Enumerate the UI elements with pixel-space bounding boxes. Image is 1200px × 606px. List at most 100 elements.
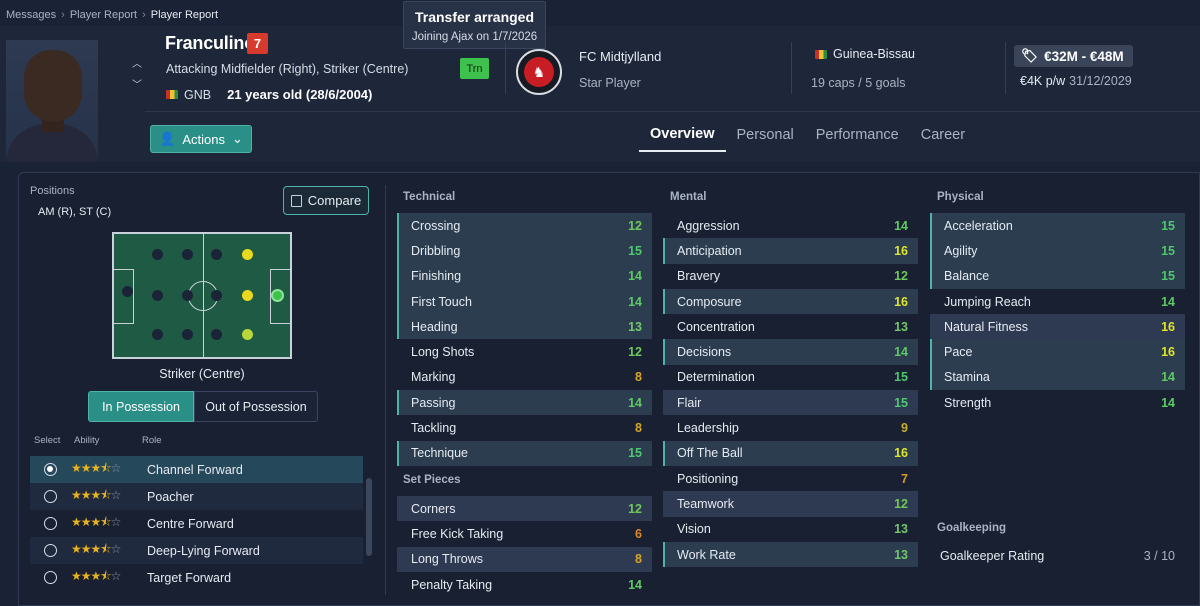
attribute-row[interactable]: Work Rate 13 bbox=[663, 541, 918, 568]
club-crest-icon[interactable]: ♞ bbox=[516, 49, 562, 95]
divider bbox=[791, 42, 792, 94]
attribute-name: Jumping Reach bbox=[944, 294, 1031, 309]
radio-icon[interactable] bbox=[44, 490, 57, 503]
position-dot[interactable] bbox=[211, 249, 222, 260]
attribute-row[interactable]: Teamwork 12 bbox=[663, 491, 918, 517]
chevron-down-icon[interactable]: ﹀ bbox=[132, 80, 142, 91]
role-row[interactable]: ★★★⯪☆ Centre Forward bbox=[30, 510, 363, 537]
tab-career[interactable]: Career bbox=[920, 127, 966, 143]
attribute-name: Determination bbox=[677, 370, 755, 385]
goalkeeper-rating-row: Goalkeeper Rating 3 / 10 bbox=[930, 543, 1185, 569]
position-dot[interactable] bbox=[182, 329, 193, 340]
attribute-row[interactable]: Aggression 14 bbox=[663, 213, 918, 238]
ability-stars: ★★★⯪☆ bbox=[71, 488, 121, 502]
role-row[interactable]: ★★★⯪☆ Deep-Lying Forward bbox=[30, 537, 363, 564]
attribute-name: Passing bbox=[411, 395, 456, 410]
attribute-row[interactable]: Bravery 12 bbox=[663, 264, 918, 289]
attribute-row[interactable]: Crossing 12 bbox=[397, 213, 652, 239]
position-dot[interactable] bbox=[182, 290, 193, 301]
attribute-name: Crossing bbox=[411, 218, 461, 233]
role-row[interactable]: ★★★⯪☆ Channel Forward bbox=[30, 456, 363, 483]
attribute-row[interactable]: Technique 15 bbox=[397, 440, 652, 467]
breadcrumb-current: Player Report bbox=[150, 9, 219, 21]
attribute-value: 16 bbox=[894, 294, 908, 309]
breadcrumb-player-report[interactable]: Player Report bbox=[69, 9, 138, 21]
club-name[interactable]: FC Midtjylland bbox=[579, 49, 662, 64]
tab-overview[interactable]: Overview bbox=[639, 118, 726, 152]
attribute-row[interactable]: Agility 15 bbox=[930, 238, 1185, 264]
position-dot[interactable] bbox=[211, 329, 222, 340]
attribute-row[interactable]: Pace 16 bbox=[930, 339, 1185, 366]
attribute-value: 13 bbox=[894, 522, 908, 537]
chevron-up-icon[interactable]: ︿ bbox=[132, 59, 142, 70]
attribute-row[interactable]: Corners 12 bbox=[397, 496, 652, 522]
ability-stars: ★★★⯪☆ bbox=[71, 542, 121, 556]
attribute-row[interactable]: First Touch 14 bbox=[397, 288, 652, 315]
attribute-row[interactable]: Marking 8 bbox=[397, 365, 652, 390]
attribute-value: 15 bbox=[628, 446, 642, 461]
out-of-possession-toggle[interactable]: Out of Possession bbox=[194, 391, 318, 422]
radio-icon[interactable] bbox=[44, 544, 57, 557]
attribute-name: Concentration bbox=[677, 319, 755, 334]
set-pieces-heading: Set Pieces bbox=[403, 474, 461, 486]
attribute-value: 15 bbox=[628, 243, 642, 258]
attribute-row[interactable]: Natural Fitness 16 bbox=[930, 314, 1185, 340]
attribute-row[interactable]: Flair 15 bbox=[663, 390, 918, 416]
position-dot[interactable] bbox=[152, 249, 163, 260]
position-dot[interactable] bbox=[122, 286, 133, 297]
radio-icon[interactable] bbox=[44, 517, 57, 530]
attribute-row[interactable]: Jumping Reach 14 bbox=[930, 289, 1185, 314]
attribute-value: 15 bbox=[894, 395, 908, 410]
role-list-scrollbar[interactable] bbox=[366, 478, 372, 556]
position-dot[interactable] bbox=[152, 329, 163, 340]
position-dot-st-c[interactable] bbox=[271, 289, 284, 302]
attribute-row[interactable]: Determination 15 bbox=[663, 365, 918, 390]
position-dot-am-r[interactable] bbox=[242, 249, 253, 260]
international-nation[interactable]: Guinea-Bissau bbox=[815, 47, 915, 61]
attribute-name: Work Rate bbox=[677, 547, 736, 562]
attribute-row[interactable]: Positioning 7 bbox=[663, 466, 918, 491]
attribute-row[interactable]: Penalty Taking 14 bbox=[397, 572, 652, 597]
role-name: Deep-Lying Forward bbox=[147, 543, 260, 558]
attribute-row[interactable]: Vision 13 bbox=[663, 517, 918, 542]
attribute-row[interactable]: Stamina 14 bbox=[930, 364, 1185, 391]
actions-button[interactable]: 👤 Actions ⌄ bbox=[150, 125, 252, 153]
attribute-row[interactable]: Long Throws 8 bbox=[397, 546, 652, 572]
in-possession-toggle[interactable]: In Possession bbox=[88, 391, 194, 422]
attribute-row[interactable]: Anticipation 16 bbox=[663, 238, 918, 264]
role-row[interactable]: ★★★⯪☆ Poacher bbox=[30, 483, 363, 510]
attribute-row[interactable]: Passing 14 bbox=[397, 390, 652, 416]
attribute-value: 15 bbox=[1161, 243, 1175, 258]
attribute-row[interactable]: Acceleration 15 bbox=[930, 213, 1185, 239]
attribute-row[interactable]: Decisions 14 bbox=[663, 339, 918, 366]
radio-selected-icon[interactable] bbox=[44, 463, 57, 476]
attribute-row[interactable]: Leadership 9 bbox=[663, 415, 918, 440]
attribute-row[interactable]: Long Shots 12 bbox=[397, 339, 652, 364]
attribute-row[interactable]: Dribbling 15 bbox=[397, 238, 652, 264]
tab-performance[interactable]: Performance bbox=[815, 127, 899, 143]
goalkeeper-rating-label: Goalkeeper Rating bbox=[940, 549, 1045, 563]
breadcrumb-messages[interactable]: Messages bbox=[6, 9, 57, 21]
position-dot[interactable] bbox=[242, 290, 253, 301]
attribute-row[interactable]: Composure 16 bbox=[663, 288, 918, 315]
attribute-name: Marking bbox=[411, 370, 456, 385]
attribute-row[interactable]: Strength 14 bbox=[930, 390, 1185, 415]
physical-heading: Physical bbox=[937, 191, 984, 203]
position-dot[interactable] bbox=[242, 329, 253, 340]
transfer-status-badge[interactable]: Trn bbox=[460, 58, 489, 79]
position-dot[interactable] bbox=[182, 249, 193, 260]
tab-personal[interactable]: Personal bbox=[736, 127, 794, 143]
position-dot[interactable] bbox=[152, 290, 163, 301]
attribute-row[interactable]: Concentration 13 bbox=[663, 314, 918, 339]
attribute-row[interactable]: Heading 13 bbox=[397, 314, 652, 340]
attribute-row[interactable]: Finishing 14 bbox=[397, 263, 652, 290]
radio-icon[interactable] bbox=[44, 571, 57, 584]
role-row[interactable]: ★★★⯪☆ Target Forward bbox=[30, 564, 363, 591]
attribute-row[interactable]: Free Kick Taking 6 bbox=[397, 521, 652, 546]
position-dot[interactable] bbox=[211, 290, 222, 301]
compare-button[interactable]: Compare bbox=[283, 186, 369, 215]
position-pitch[interactable] bbox=[112, 232, 292, 359]
attribute-row[interactable]: Off The Ball 16 bbox=[663, 440, 918, 467]
attribute-row[interactable]: Balance 15 bbox=[930, 263, 1185, 290]
attribute-row[interactable]: Tackling 8 bbox=[397, 415, 652, 440]
